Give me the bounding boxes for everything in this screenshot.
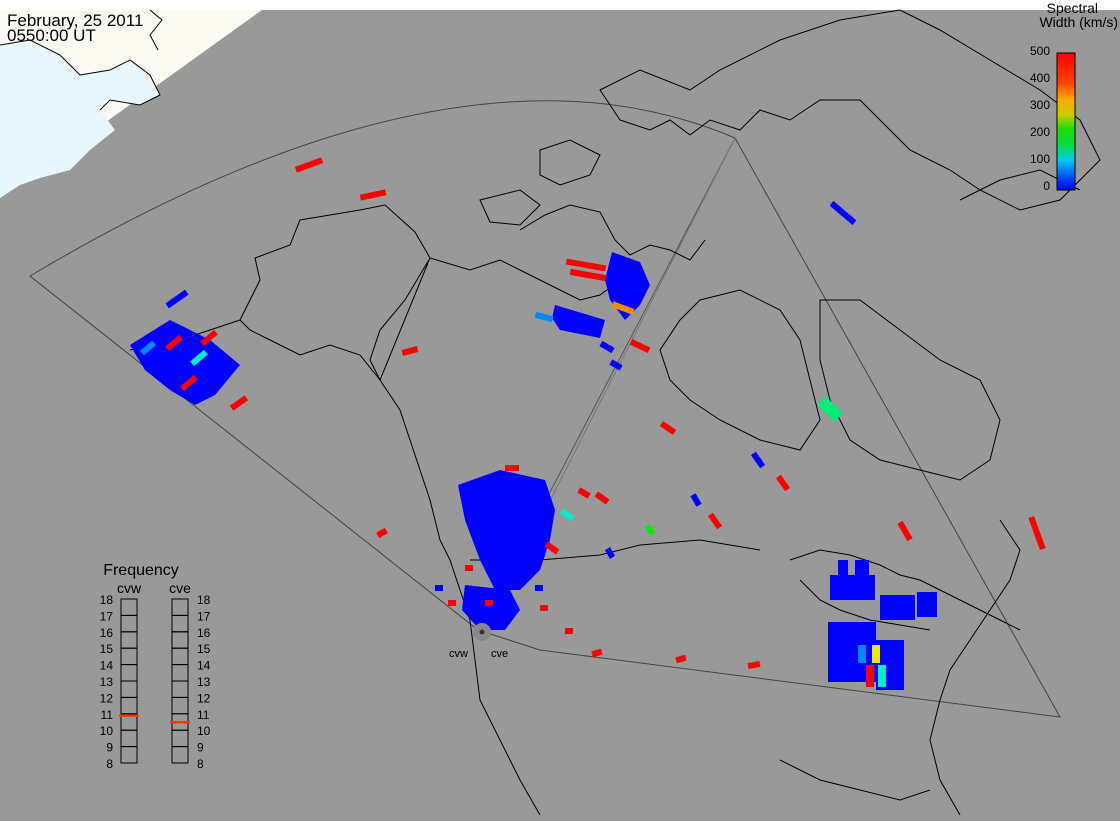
frequency-tick: 12 [197,691,211,705]
frequency-tick: 16 [197,626,211,640]
frequency-tick: 8 [197,757,204,771]
frequency-scale-boxes [120,598,189,764]
frequency-tick: 15 [197,642,211,656]
frequency-radar-label: cvw [117,580,142,596]
scatter-central [435,465,575,630]
scatter-isolated [294,157,1046,669]
frequency-tick: 17 [197,609,211,623]
date-label: February, 25 2011 [7,11,144,30]
colorbar-tick: 100 [1030,152,1050,166]
spectral-width-colorbar [1056,52,1076,191]
frequency-tick: 9 [106,741,113,755]
frequency-title: Frequency [103,562,179,579]
radar-fov-outline [29,100,1061,718]
frequency-tick: 16 [100,626,114,640]
frequency-tick: 13 [197,675,211,689]
scatter-other [604,201,857,559]
coastline-siberia [149,9,163,51]
colorbar-tick: 300 [1030,98,1050,112]
colorbar-tick: 0 [1043,179,1050,193]
frequency-tick: 11 [101,708,114,722]
frequency-radar-label: cve [169,580,191,596]
frequency-tick: 18 [100,593,114,607]
top-margin [0,0,1120,10]
ice-region [0,40,160,198]
frequency-tick: 11 [197,708,210,722]
frequency-scale-labels: 18 18 17 17 16 16 15 15 14 14 13 13 12 12 11 11 10 10 9 9 8 8 [100,593,211,771]
frequency-markers [119,714,190,724]
colorbar-title-1: Spectral [1047,0,1098,16]
site-label-cve: cve [491,648,508,660]
scatter-north [534,252,650,371]
scatter-east [828,560,937,690]
colorbar-tick: 500 [1030,44,1050,58]
scatter-alaska [130,289,249,411]
frequency-tick: 8 [106,757,113,771]
colorbar-tick: 400 [1030,71,1050,85]
frequency-panel: Frequency cvw cve 18 18 17 17 16 16 15 15 14 14 13… [100,562,211,771]
radar-site-dot [479,629,485,635]
frequency-marker-cve [170,721,190,724]
site-label-cvw: cvw [449,648,468,660]
frequency-tick: 17 [100,609,114,623]
frequency-tick: 10 [197,724,211,738]
frequency-cell [171,746,189,764]
time-label: 0550:00 UT [7,26,96,45]
frequency-tick: 9 [197,741,204,755]
frequency-tick: 12 [100,691,114,705]
coastline-asia [0,39,161,111]
frequency-tick: 14 [100,659,114,673]
frequency-tick: 13 [100,675,114,689]
frequency-tick: 18 [197,593,211,607]
colorbar-tick: 200 [1030,125,1050,139]
frequency-cell [120,746,138,764]
frequency-tick: 15 [100,642,114,656]
frequency-tick: 10 [100,724,114,738]
frequency-tick: 14 [197,659,211,673]
frequency-marker-cvw [119,714,139,717]
colorbar-title-2: Width (km/s) [1039,14,1118,30]
